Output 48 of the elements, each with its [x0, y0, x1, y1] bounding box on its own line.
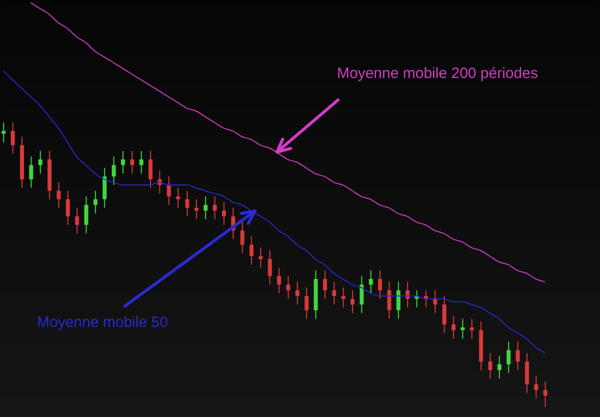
candlestick — [56, 182, 61, 208]
candlestick — [368, 270, 373, 294]
candlestick — [488, 352, 492, 380]
candlestick — [543, 380, 548, 408]
candlestick — [534, 375, 538, 399]
candlestick — [268, 250, 272, 286]
candlestick — [442, 296, 446, 334]
candlestick — [396, 281, 400, 320]
candlestick — [378, 270, 382, 300]
candlestick — [38, 150, 42, 174]
candlestick — [332, 281, 336, 306]
candlestick — [166, 176, 171, 206]
candlestick — [341, 286, 346, 308]
candlestick — [277, 267, 282, 294]
candlestick — [204, 196, 208, 220]
candlestick — [240, 222, 244, 254]
candlestick — [93, 190, 98, 214]
candlestick — [360, 276, 364, 314]
candlestick — [250, 236, 254, 266]
candlestick — [295, 281, 300, 306]
candlestick — [84, 196, 88, 234]
text: Moyenne mobile 50 — [37, 314, 168, 331]
candlestick — [387, 281, 392, 320]
candlestick — [185, 190, 190, 217]
candlestick — [130, 150, 134, 174]
candlestick — [497, 355, 502, 380]
candlestick — [29, 156, 34, 188]
candlestick — [75, 207, 80, 234]
text: Moyenne mobile 200 périodes — [337, 65, 538, 82]
candlestick — [286, 276, 290, 300]
candlestick — [10, 122, 15, 154]
candlestick — [139, 150, 144, 174]
candlestick — [222, 202, 226, 226]
candlestick — [212, 196, 217, 220]
candlestick — [120, 150, 125, 174]
candlestick — [524, 352, 529, 394]
candlestick — [258, 247, 263, 268]
candlestick — [322, 270, 327, 300]
candlestick — [66, 190, 70, 226]
candlestick — [350, 290, 355, 314]
candlestick — [516, 341, 520, 371]
candlestick — [2, 122, 6, 143]
candlestick — [148, 150, 153, 188]
candlestick — [506, 341, 511, 374]
candlestick — [112, 156, 116, 186]
candlestick — [452, 315, 456, 340]
candlestick — [102, 167, 107, 208]
candlestick — [304, 286, 309, 320]
